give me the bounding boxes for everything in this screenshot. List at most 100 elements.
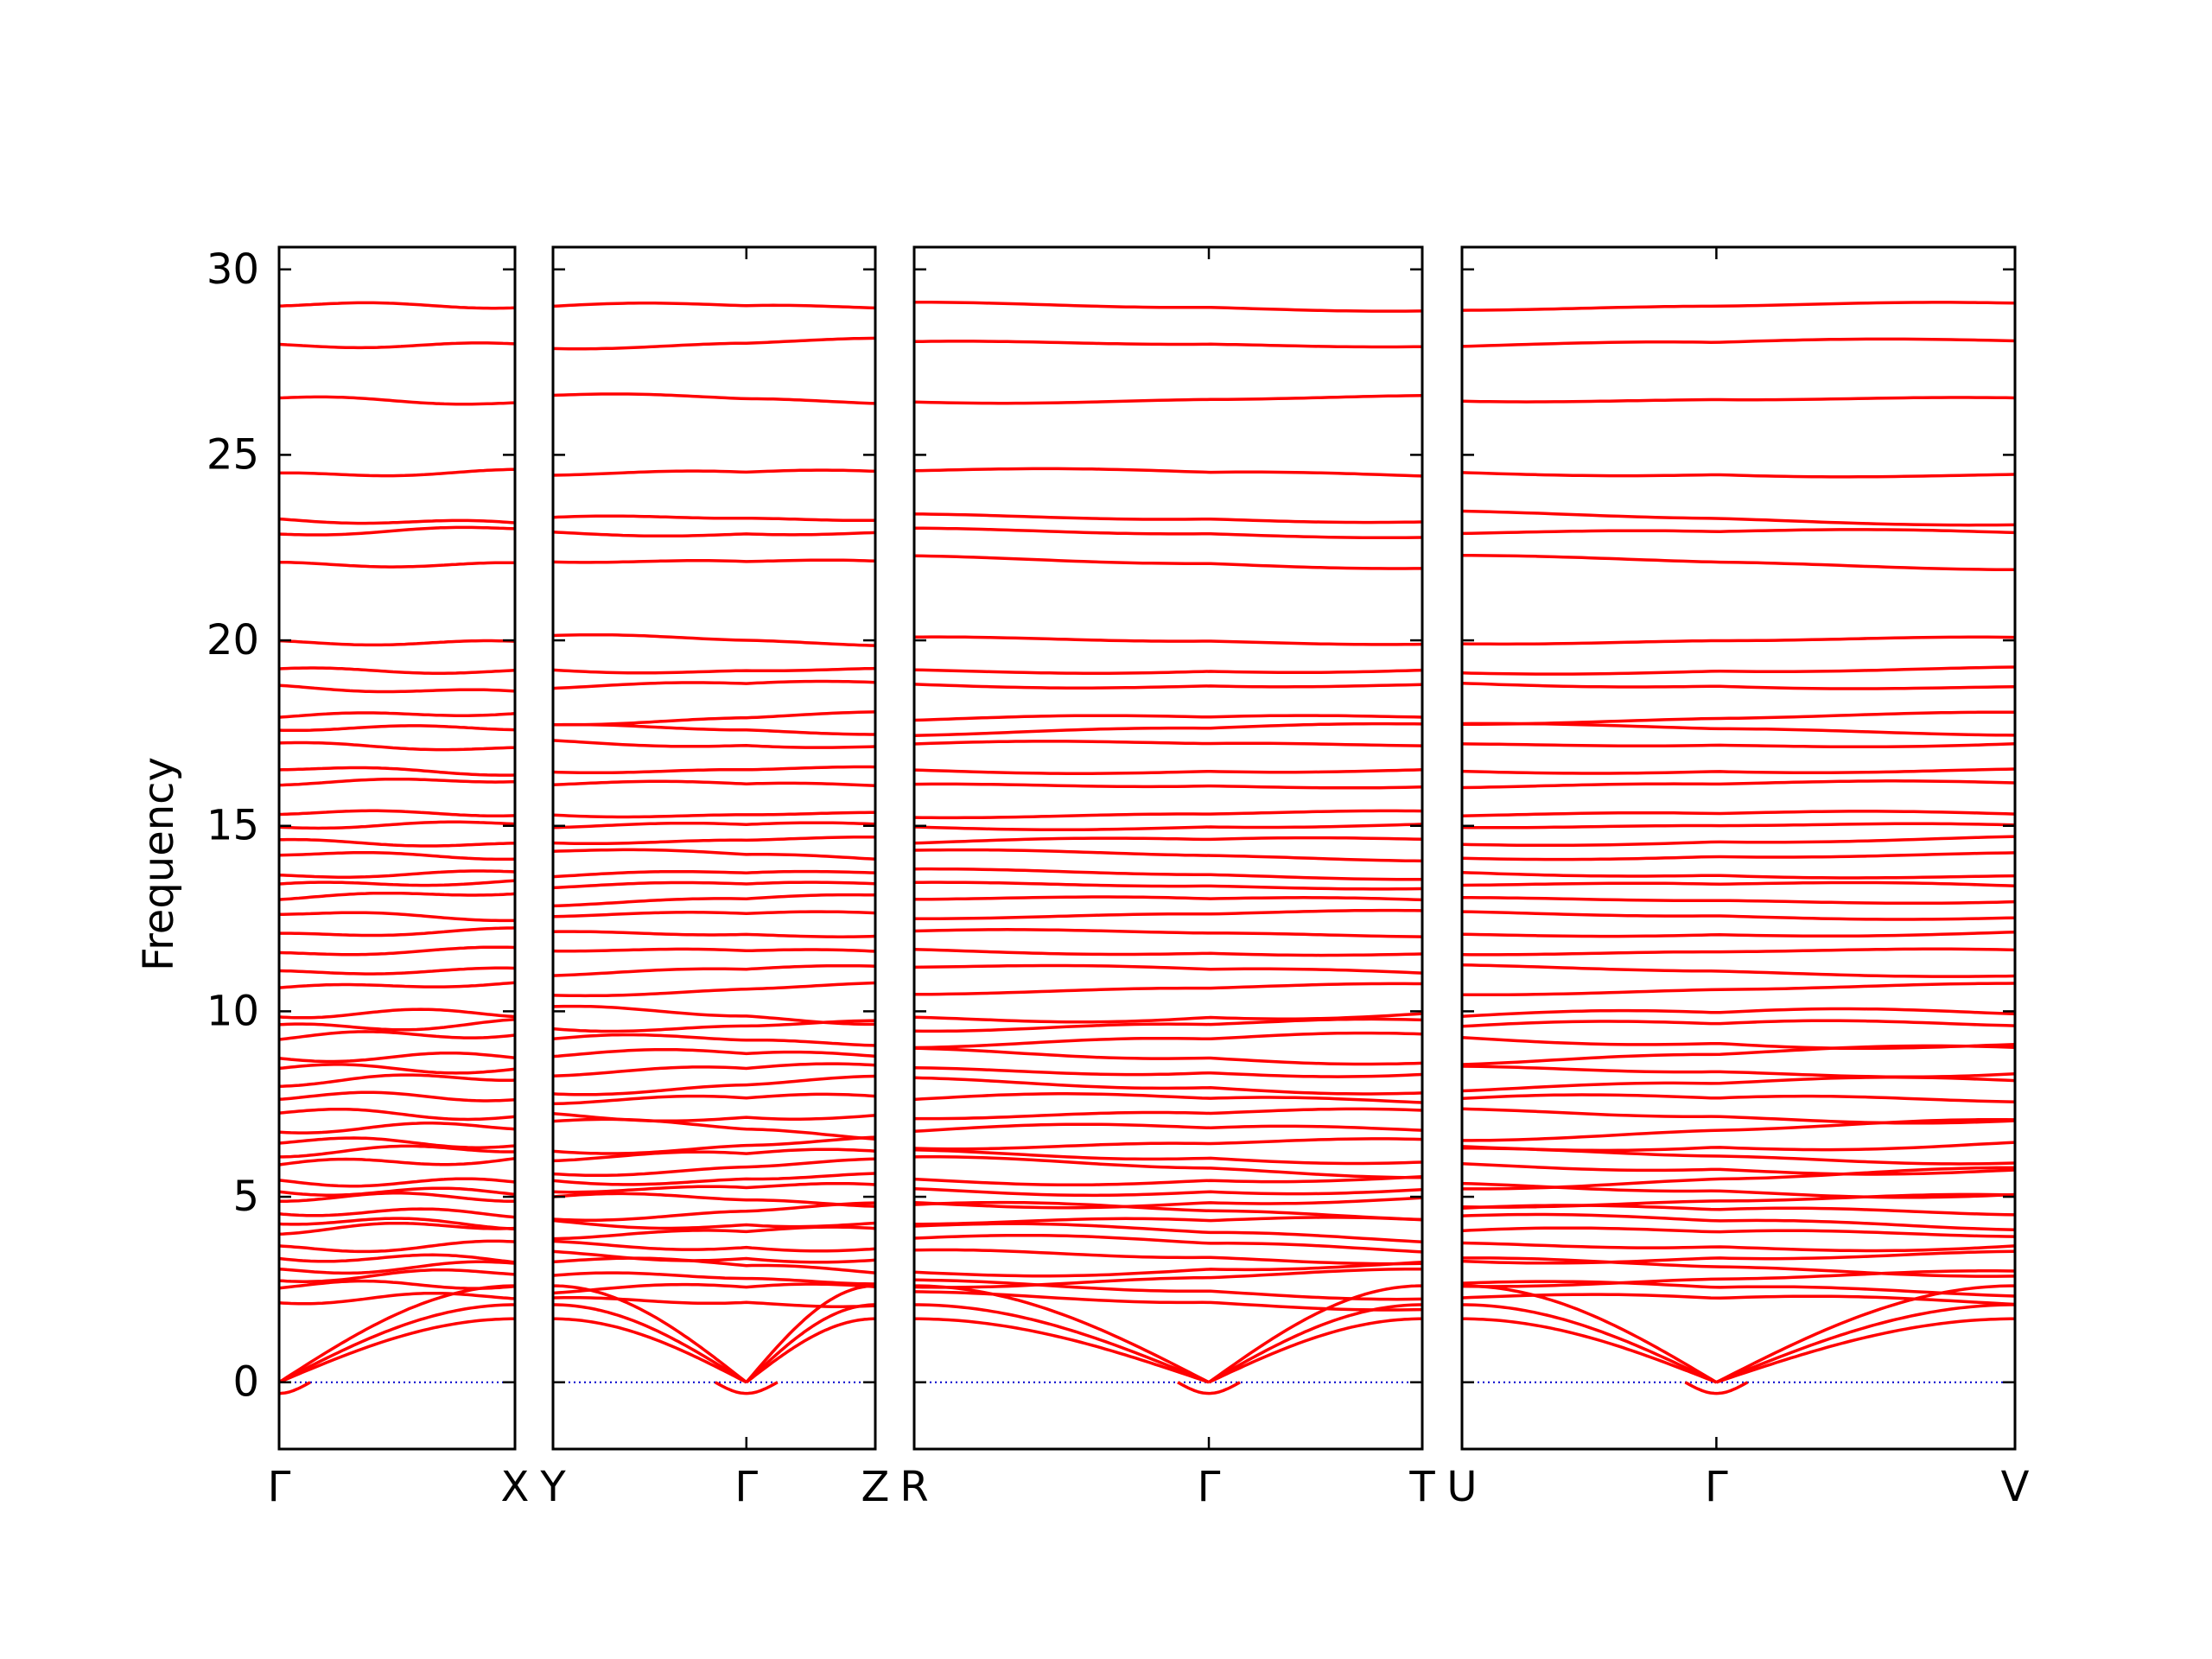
band-line	[279, 837, 515, 848]
band-line	[279, 683, 515, 694]
band-line	[279, 341, 515, 350]
band-line	[1462, 1280, 2015, 1298]
band-line	[553, 558, 875, 564]
band-line	[914, 1137, 1422, 1151]
band-line	[553, 531, 875, 538]
band-line	[279, 666, 515, 675]
band-line	[279, 711, 515, 719]
band-line	[914, 1248, 1422, 1266]
band-line	[1462, 930, 2015, 938]
band-line	[553, 1282, 875, 1295]
y-tick-label: 5	[232, 1173, 259, 1221]
band-line	[279, 777, 515, 787]
band-line	[553, 1172, 875, 1186]
band-line	[279, 1018, 515, 1032]
band-line	[279, 1144, 515, 1159]
band-line	[914, 1122, 1422, 1133]
band-line	[279, 1186, 515, 1197]
panel-frame	[912, 245, 1424, 1451]
band-line	[279, 879, 515, 887]
band-line	[553, 710, 875, 727]
x-tick-label: U	[1446, 1463, 1477, 1511]
band-line	[553, 1271, 875, 1286]
band-line	[1462, 880, 2015, 888]
gamma-dip	[1684, 1381, 1749, 1395]
band-line	[1462, 1141, 2015, 1153]
band-line	[279, 301, 515, 310]
acoustic-branch	[1715, 1317, 2015, 1384]
acoustic-branch	[279, 1317, 515, 1384]
band-line	[279, 467, 515, 478]
band-line	[553, 739, 875, 749]
panel-frame	[551, 245, 877, 1451]
band-line	[279, 1073, 515, 1088]
bands	[279, 301, 515, 1395]
band-line	[553, 1117, 875, 1141]
band-line	[553, 963, 875, 977]
band-line	[1462, 822, 2015, 830]
band-line	[1462, 528, 2015, 536]
band-line	[553, 910, 875, 918]
band-line	[279, 1122, 515, 1135]
acoustic-branch	[914, 1303, 1210, 1384]
band-line	[279, 891, 515, 901]
band-line	[914, 823, 1422, 832]
band-line	[1462, 870, 2015, 880]
band-line	[914, 526, 1422, 540]
band-line	[1462, 1093, 2015, 1103]
band-line	[914, 301, 1422, 313]
x-tick-label: Γ	[1198, 1463, 1221, 1511]
band-line	[279, 1030, 515, 1041]
band-line	[914, 880, 1422, 891]
band-line	[279, 1107, 515, 1122]
band-line	[914, 740, 1422, 747]
band-line	[1462, 1118, 2015, 1142]
panel-frame	[1460, 245, 2017, 1451]
band-line	[553, 1249, 875, 1264]
band-line	[914, 928, 1422, 938]
band-line	[914, 1267, 1422, 1289]
band-line	[279, 1260, 515, 1275]
band-line	[553, 679, 875, 690]
panel-frame	[277, 245, 517, 1451]
band-line	[279, 1268, 515, 1283]
acoustic-branch	[553, 1317, 747, 1384]
acoustic-branch	[1462, 1303, 1718, 1384]
band-line	[1462, 635, 2015, 646]
band-line	[1462, 1241, 2015, 1253]
band-line	[553, 1092, 875, 1106]
band-line	[553, 1201, 875, 1222]
band-line	[553, 302, 875, 310]
band-line	[1462, 509, 2015, 527]
band-line	[914, 683, 1422, 690]
band-line	[553, 1239, 875, 1253]
band-line	[914, 394, 1422, 405]
band-line	[1462, 721, 2015, 737]
band-line	[1462, 835, 2015, 848]
band-line	[553, 514, 875, 523]
band-line	[279, 809, 515, 817]
band-line	[914, 1186, 1422, 1198]
x-tick-label: X	[501, 1463, 530, 1511]
band-line	[914, 340, 1422, 349]
band-line	[279, 850, 515, 861]
band-line	[553, 1225, 875, 1241]
band-line	[914, 1278, 1422, 1301]
band-line	[553, 1074, 875, 1096]
band-line	[553, 1157, 875, 1178]
band-line	[914, 512, 1422, 524]
band-line	[914, 1196, 1422, 1210]
band-line	[914, 768, 1422, 775]
y-tick-labels: 0 5 10 15 20 25 30	[207, 245, 259, 1407]
band-line	[1462, 1036, 2015, 1051]
x-tick-label: R	[899, 1463, 928, 1511]
band-line	[914, 1065, 1422, 1078]
band-line	[279, 1221, 515, 1236]
band-line	[914, 668, 1422, 675]
band-line	[279, 639, 515, 647]
band-line	[279, 766, 515, 777]
y-tick-label: 20	[207, 616, 259, 664]
